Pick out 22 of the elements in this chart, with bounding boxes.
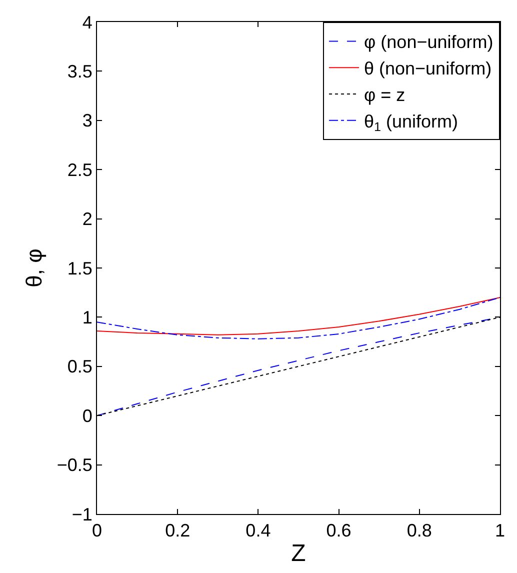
x-tick-label: 0.8 [406,520,432,541]
legend-label: θ$_{1}$ (uniform) [364,111,458,134]
y-tick-label: 0.5 [67,356,92,377]
y-tick-label: −1 [72,504,92,524]
x-tick-label: 1 [494,520,506,541]
y-tick-label: 2 [82,209,92,230]
legend-label: φ = z [364,85,406,106]
x-tick-label: 0.6 [326,520,352,541]
legend-label: θ (non−uniform) [364,58,492,79]
y-tick-label: 1 [82,308,92,328]
y-tick-label: 4 [82,12,92,32]
y-tick-label: 0 [82,406,92,426]
y-tick-label: 1.5 [67,258,92,278]
y-tick-label: 3.5 [67,62,92,82]
y-tick-label: 2.5 [67,160,92,180]
y-axis-title: θ, φ [22,248,47,288]
x-tick-label: 0.2 [165,520,190,541]
x-axis-title: Z [291,540,306,567]
legend-label: φ (non−uniform) [364,32,494,52]
x-tick-label: 0.4 [246,520,271,541]
y-tick-label: −0.5 [56,455,92,476]
y-tick-label: 3 [82,110,92,131]
